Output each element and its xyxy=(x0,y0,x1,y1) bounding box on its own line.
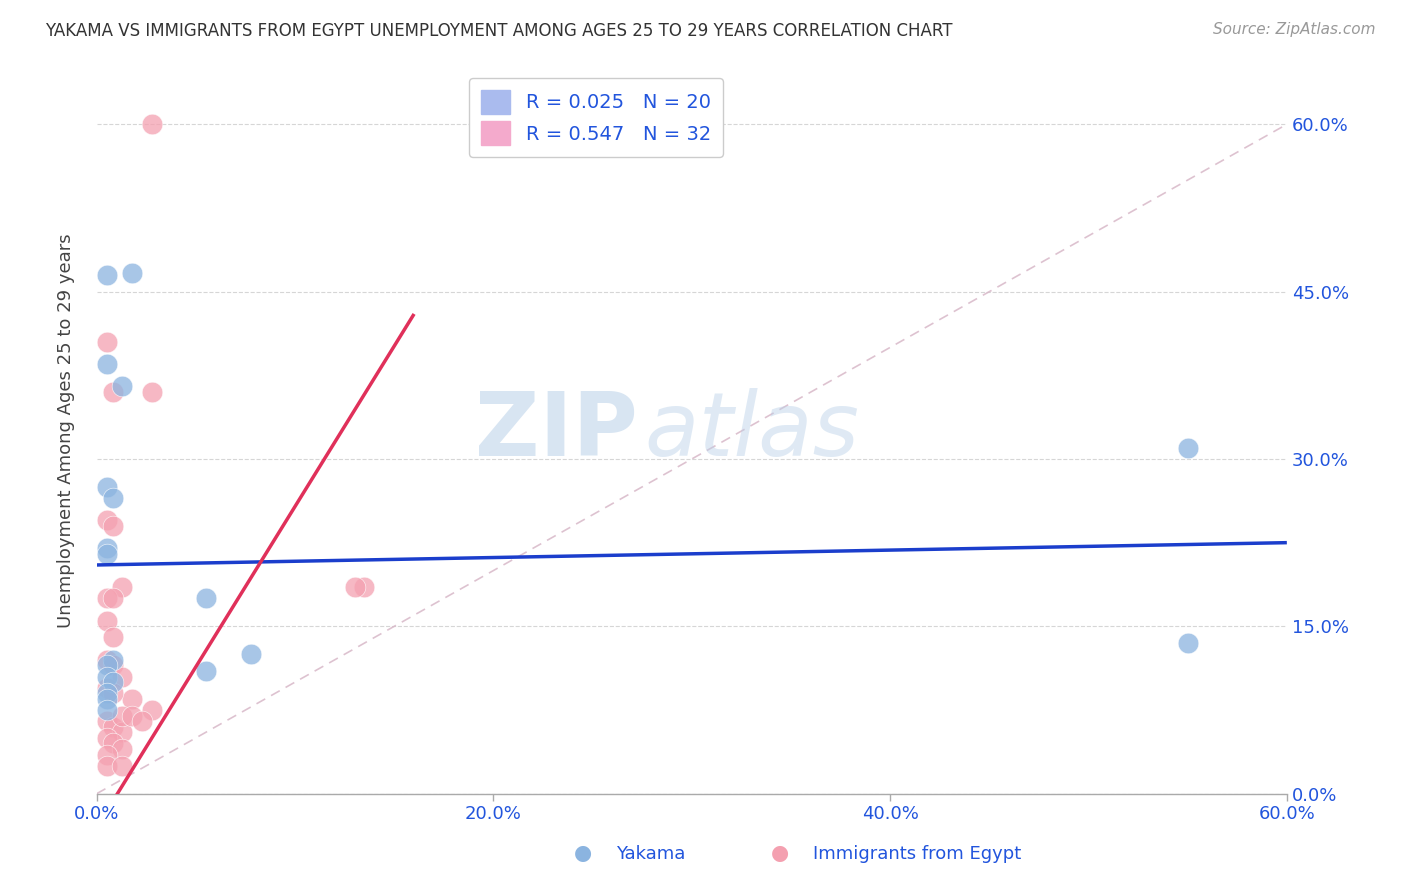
Point xyxy=(96,691,118,706)
Point xyxy=(101,591,124,606)
Point xyxy=(131,714,153,728)
Point xyxy=(194,664,217,678)
Point xyxy=(111,759,134,773)
Point xyxy=(96,591,118,606)
Point xyxy=(240,647,263,661)
Point xyxy=(141,117,163,131)
Point xyxy=(96,614,118,628)
Point xyxy=(96,681,118,695)
Point xyxy=(194,591,217,606)
Point xyxy=(101,519,124,533)
Point xyxy=(96,268,118,282)
Point xyxy=(96,547,118,561)
Point xyxy=(101,686,124,700)
Text: atlas: atlas xyxy=(644,388,859,474)
Point xyxy=(101,653,124,667)
Point xyxy=(111,580,134,594)
Point xyxy=(101,631,124,645)
Point xyxy=(96,686,118,700)
Point xyxy=(101,658,124,673)
Point xyxy=(343,580,366,594)
Point xyxy=(111,742,134,756)
Point xyxy=(96,513,118,527)
Point xyxy=(121,266,143,280)
Point xyxy=(96,480,118,494)
Point xyxy=(96,357,118,371)
Point xyxy=(101,491,124,505)
Point xyxy=(96,703,118,717)
Text: ●: ● xyxy=(575,843,592,863)
Legend: R = 0.025   N = 20, R = 0.547   N = 32: R = 0.025 N = 20, R = 0.547 N = 32 xyxy=(470,78,723,157)
Point xyxy=(141,703,163,717)
Point xyxy=(101,675,124,690)
Point xyxy=(1177,636,1199,650)
Point xyxy=(1177,441,1199,455)
Point xyxy=(96,334,118,349)
Text: ZIP: ZIP xyxy=(475,388,638,475)
Point xyxy=(96,759,118,773)
Point xyxy=(96,653,118,667)
Point xyxy=(101,385,124,400)
Text: Yakama: Yakama xyxy=(616,845,685,863)
Text: Source: ZipAtlas.com: Source: ZipAtlas.com xyxy=(1212,22,1375,37)
Point xyxy=(353,580,375,594)
Point xyxy=(121,691,143,706)
Point xyxy=(96,747,118,762)
Text: ●: ● xyxy=(772,843,789,863)
Point xyxy=(111,669,134,683)
Point xyxy=(96,541,118,556)
Point xyxy=(101,720,124,734)
Point xyxy=(111,379,134,393)
Point xyxy=(111,708,134,723)
Point xyxy=(121,708,143,723)
Point xyxy=(96,658,118,673)
Y-axis label: Unemployment Among Ages 25 to 29 years: Unemployment Among Ages 25 to 29 years xyxy=(58,234,75,628)
Point xyxy=(141,385,163,400)
Point xyxy=(101,736,124,750)
Point xyxy=(96,731,118,745)
Point xyxy=(96,669,118,683)
Text: Immigrants from Egypt: Immigrants from Egypt xyxy=(813,845,1021,863)
Point xyxy=(96,714,118,728)
Text: YAKAMA VS IMMIGRANTS FROM EGYPT UNEMPLOYMENT AMONG AGES 25 TO 29 YEARS CORRELATI: YAKAMA VS IMMIGRANTS FROM EGYPT UNEMPLOY… xyxy=(45,22,952,40)
Point xyxy=(111,725,134,739)
